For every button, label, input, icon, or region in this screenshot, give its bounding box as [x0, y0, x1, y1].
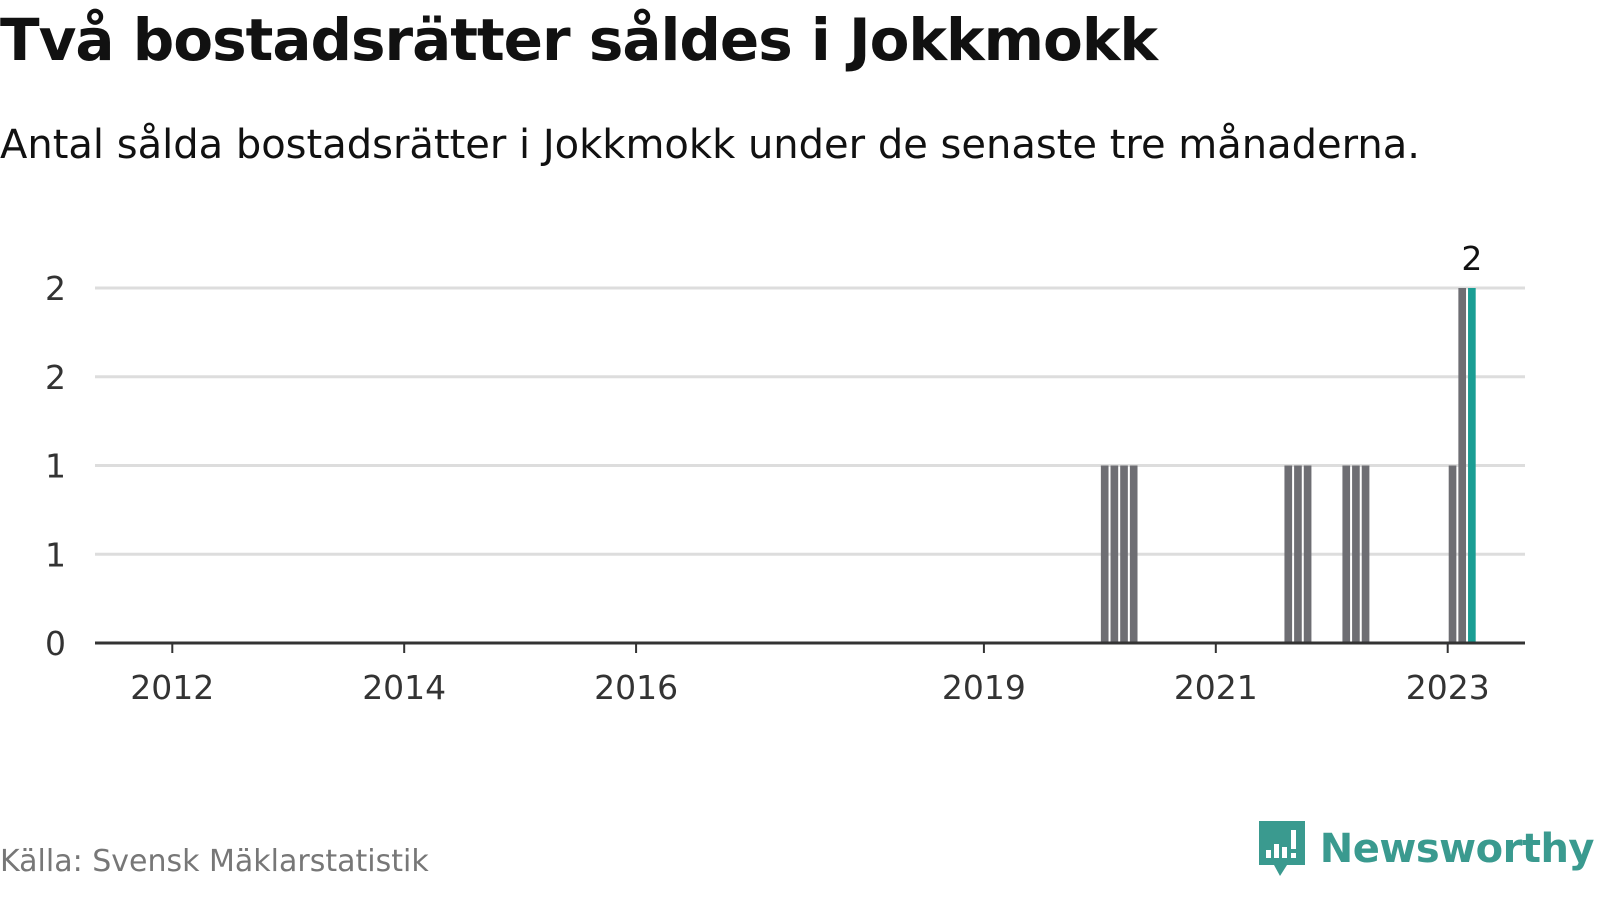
- y-tick-label: 0: [45, 624, 66, 663]
- x-tick-label: 2016: [594, 668, 678, 707]
- labels: 0 1 1 2 2 2 2012 2014 2016 2019 2021 2023: [45, 239, 1490, 707]
- y-tick-label: 2: [45, 358, 66, 397]
- source-note: Källa: Svensk Mäklarstatistik: [0, 844, 429, 879]
- bar: [1458, 288, 1467, 643]
- bar: [1448, 465, 1457, 643]
- bar: [1352, 465, 1360, 643]
- bar-chart-speech-bubble-icon: [1258, 821, 1305, 876]
- y-tick-label: 1: [45, 535, 66, 574]
- x-tick-label: 2014: [362, 668, 446, 707]
- bars: [1100, 288, 1476, 643]
- bar-value-label: 2: [1461, 239, 1482, 278]
- x-tick-label: 2019: [942, 668, 1026, 707]
- bar: [1120, 465, 1128, 643]
- axes: [95, 641, 1525, 653]
- bar: [1110, 465, 1119, 643]
- bar: [1342, 465, 1351, 643]
- bar-highlight: [1468, 288, 1476, 643]
- chart-subtitle: Antal sålda bostadsrätter i Jokkmokk und…: [0, 122, 1420, 168]
- y-tick-label: 2: [45, 269, 66, 308]
- bar: [1361, 465, 1370, 643]
- bar: [1129, 465, 1138, 643]
- bar: [1303, 465, 1312, 643]
- chart-title: Två bostadsrätter såldes i Jokkmokk: [0, 6, 1158, 74]
- brand-logo[interactable]: Newsworthy: [1256, 818, 1595, 880]
- x-tick-label: 2023: [1406, 668, 1490, 707]
- bar: [1100, 465, 1109, 643]
- bar-chart: 0 1 1 2 2 2 2012 2014 2016 2019 2021 2023: [45, 239, 1525, 707]
- brand-name: Newsworthy: [1319, 826, 1595, 872]
- y-tick-label: 1: [45, 447, 66, 486]
- x-tick-label: 2021: [1174, 668, 1258, 707]
- bar: [1284, 465, 1293, 643]
- bar: [1294, 465, 1302, 643]
- x-tick-label: 2012: [130, 668, 214, 707]
